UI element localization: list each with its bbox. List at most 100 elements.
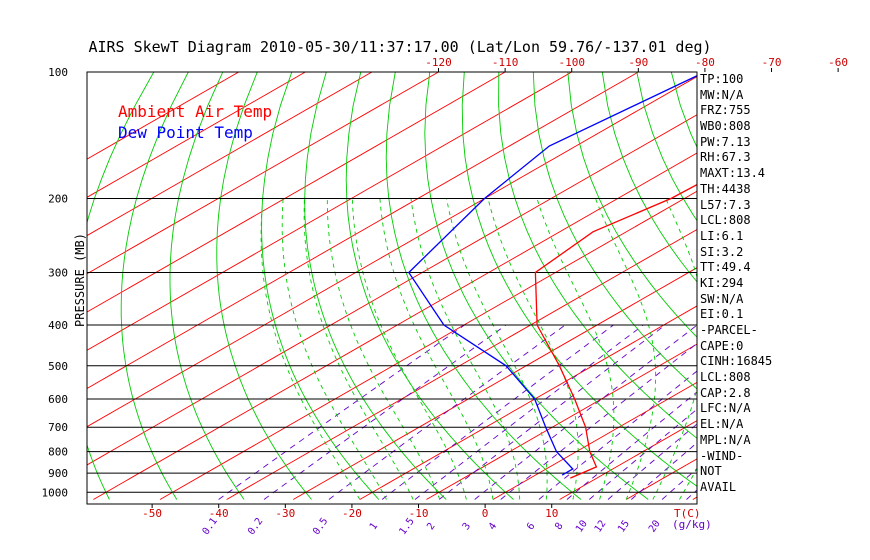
stat-item: -PARCEL- — [700, 323, 758, 337]
stat-item: PW:7.13 — [700, 134, 751, 149]
chart-title: AIRS SkewT Diagram 2010-05-30/11:37:17.0… — [88, 38, 711, 56]
mixing-ratio-tick-label: 4 — [487, 521, 499, 532]
pressure-tick-label: 100 — [48, 66, 68, 79]
isotherm-line — [87, 72, 239, 160]
moist-adiabat-line — [281, 198, 387, 500]
dry-adiabat-line — [461, 72, 697, 487]
dry-adiabat-line — [844, 72, 870, 500]
isotherm-line — [359, 305, 697, 500]
bottom-temperature-tick-label: 10 — [545, 507, 558, 520]
stat-item: EL:N/A — [700, 417, 744, 432]
top-temperature-tick-label: -60 — [828, 56, 848, 69]
stat-item: CAPE:0 — [700, 338, 744, 353]
dry-adiabat-line — [424, 72, 649, 500]
stat-item: NOT — [700, 464, 722, 479]
plot-frame — [86, 71, 698, 505]
top-temperature-tick-label: -110 — [492, 56, 519, 69]
moist-adiabat-line — [326, 198, 441, 500]
moist-adiabat-line — [379, 198, 494, 500]
pressure-tick-label: 200 — [48, 193, 68, 206]
mixing-ratio-line — [328, 324, 566, 500]
temperature-profile-line — [534, 183, 697, 479]
stat-item: LCL:808 — [700, 370, 751, 385]
moist-adiabat-line — [260, 207, 361, 500]
mixing-ratio-tick-label: 12 — [593, 518, 609, 534]
isotherm-line — [93, 152, 697, 500]
stat-item: MAXT:13.4 — [700, 166, 766, 181]
dry-adiabat-line — [532, 72, 697, 390]
isotherm-line — [426, 343, 697, 500]
pressure-tick-label: 800 — [48, 446, 68, 459]
pressure-tick-label: 700 — [48, 421, 68, 434]
isotherm-line — [226, 228, 697, 500]
isotherm-line — [87, 72, 439, 275]
isotherm-line — [87, 72, 373, 237]
isotherm-line — [759, 72, 870, 499]
isotherm-line — [87, 72, 306, 198]
mixing-ratio-line — [607, 423, 697, 500]
dry-adiabat-line — [304, 72, 447, 500]
y-axis-label: PRESSURE (MB) — [73, 233, 87, 327]
bottom-temperature-tick-label: -30 — [275, 507, 295, 520]
mixing-ratio-tick-label: 20 — [647, 518, 663, 534]
mixing-ratio-tick-label: 6 — [525, 521, 537, 532]
pressure-tick-label: 900 — [48, 467, 68, 480]
temp-unit-label: T(C) — [674, 507, 701, 520]
stat-item: LI:6.1 — [700, 228, 744, 243]
mixing-ratio-tick-label: 10 — [574, 518, 590, 534]
top-temperature-tick-label: -80 — [695, 56, 715, 69]
dry-adiabat-line — [385, 72, 582, 500]
top-temperature-tick-label: -120 — [425, 56, 452, 69]
isotherm-line — [293, 267, 697, 500]
moist-adiabat-line — [446, 198, 548, 500]
dry-adiabat-line — [498, 72, 697, 439]
dry-adiabat-line — [345, 72, 514, 500]
mixing-ratio-tick-label: 15 — [616, 519, 632, 535]
stat-item: TH:4438 — [700, 181, 751, 196]
dry-adiabat-line — [601, 72, 697, 283]
top-temperature-tick-label: -70 — [762, 56, 782, 69]
pressure-tick-label: 500 — [48, 360, 68, 373]
dry-adiabat-line — [567, 72, 697, 338]
stat-item: SI:3.2 — [700, 244, 744, 259]
stability-indices-list: TP:100 MW:N/A FRZ:755 WB0:808 PW:7.13 RH… — [700, 72, 772, 496]
stat-item: MPL:N/A — [700, 432, 751, 447]
isotherm-line — [87, 72, 639, 389]
mixing-ratio-line — [438, 324, 666, 500]
bottom-temperature-tick-label: -40 — [209, 507, 229, 520]
dry-adiabat-line — [261, 72, 380, 500]
pressure-tick-label: 300 — [48, 267, 68, 280]
stat-item: -WIND- — [700, 448, 744, 463]
moist-adiabat-line — [351, 198, 467, 500]
moist-adiabat-line — [759, 199, 870, 500]
moist-adiabat-line — [410, 198, 521, 500]
isotherm-line — [87, 72, 572, 351]
mixing-ratio-line — [263, 324, 507, 500]
pressure-tick-label: 400 — [48, 319, 68, 332]
isotherm-line — [87, 72, 506, 313]
isotherm-line — [87, 114, 697, 466]
stat-item: SW:N/A — [700, 291, 744, 306]
bottom-temperature-tick-label: -10 — [409, 507, 429, 520]
stat-item: WB0:808 — [700, 119, 751, 134]
dry-adiabat-line — [120, 72, 189, 500]
mixing-ratio-line — [381, 324, 614, 500]
stat-item: LCL:808 — [700, 213, 751, 228]
stat-item: TP:100 — [700, 72, 744, 86]
bottom-temperature-tick-label: 0 — [482, 507, 489, 520]
mixing-ratio-tick-label: 0.2 — [246, 516, 265, 537]
isotherm-line — [159, 190, 697, 500]
stat-item: LFC:N/A — [700, 401, 751, 416]
mixing-ratio-line — [500, 342, 697, 500]
dry-adiabat-line — [216, 72, 312, 500]
moist-adiabat-line — [303, 198, 414, 500]
mixing-ratio-tick-label: 3 — [461, 521, 473, 532]
mixing-ratio-tick-label: 1 — [368, 521, 380, 532]
bottom-temperature-tick-label: -50 — [142, 507, 162, 520]
stat-item: FRZ:755 — [700, 103, 751, 118]
top-temperature-tick-label: -90 — [628, 56, 648, 69]
stat-item: L57:7.3 — [700, 197, 751, 212]
moist-adiabat-line — [595, 198, 657, 500]
isotherm-line — [826, 72, 870, 499]
